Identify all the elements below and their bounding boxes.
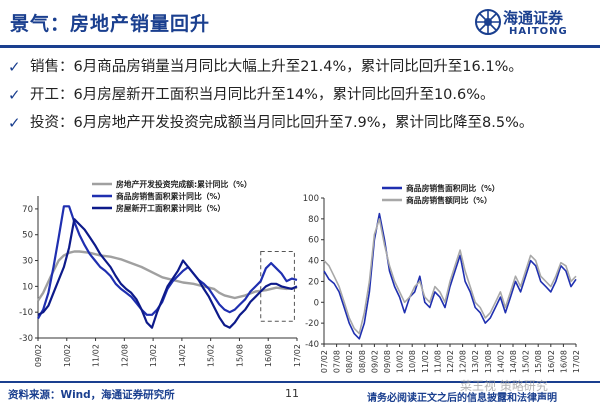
x-tick-label: 17/02 — [572, 350, 581, 373]
y-tick-label: 40 — [308, 257, 319, 267]
x-tick-label: 08/08 — [358, 350, 367, 373]
series-line-2 — [323, 218, 577, 335]
x-tick-label: 16/08 — [559, 350, 568, 373]
y-tick-label: -10 — [19, 308, 33, 318]
x-tick-label: 15/08 — [534, 350, 543, 373]
source-note: 资料来源：Wind，海通证券研究所 — [8, 389, 175, 401]
legend-label: 房地产开发投资完成额:累计同比（%） — [116, 179, 252, 189]
y-tick-label: 50 — [22, 231, 33, 241]
x-tick-label: 12/02 — [446, 350, 455, 373]
x-tick-label: 13/08 — [484, 350, 493, 373]
x-tick-label: 11/02 — [421, 350, 430, 373]
x-tick-label: 07/08 — [333, 350, 342, 373]
y-tick-label: 0 — [314, 298, 319, 308]
x-tick-label: 15/02 — [207, 344, 216, 367]
check-icon: ✓ — [8, 86, 21, 104]
bullet-starts: ✓ 开工：6月房屋新开工面积当月同比升至14%，累计同比回升至10.6%。 — [8, 86, 593, 105]
left-line-chart: -30 -10 10 30 50 70 09/02 10/02 11/02 12/08 13/02 1… — [19, 179, 302, 367]
y-tick-label: 60 — [308, 236, 319, 246]
y-tick-label: -20 — [305, 319, 319, 329]
y-tick-label: -40 — [305, 340, 319, 350]
footer-divider — [0, 381, 600, 383]
legend-label: 商品房销售面积同比（%） — [406, 183, 500, 193]
bullet-list: ✓ 销售：6月商品房销量当月同比大幅上升至21.4%，累计同比回升至16.1%。… — [8, 58, 593, 142]
logo-chinese-text: 海通证券 — [503, 9, 564, 27]
highlight-box — [260, 251, 295, 322]
x-tick-label: 15/02 — [522, 350, 531, 373]
x-tick-label: 09/08 — [383, 350, 392, 373]
y-tick-label: -30 — [19, 334, 33, 344]
haitong-logo: 海通证券 HAITONG — [475, 4, 595, 44]
x-tick-label: 14/02 — [178, 344, 187, 367]
title-divider — [0, 45, 600, 48]
x-tick-label: 10/08 — [408, 350, 417, 373]
x-tick-label: 16/02 — [547, 350, 556, 373]
series-line-1 — [323, 212, 577, 340]
x-tick-label: 09/02 — [34, 344, 43, 367]
series-line-3 — [37, 218, 298, 329]
disclaimer-text: 请务必阅读正文之后的信息披露和法律声明 — [367, 393, 557, 404]
bullet-text: 销售：6月商品房销量当月同比大幅上升至21.4%，累计同比回升至16.1%。 — [30, 59, 523, 75]
page-title: 景气：房地产销量回升 — [10, 13, 211, 35]
y-tick-label: 10 — [22, 282, 33, 292]
bullet-text: 开工：6月房屋新开工面积当月同比升至14%，累计同比回升至10.6%。 — [30, 87, 495, 103]
page-number: 11 — [285, 387, 299, 400]
bullet-text: 投资：6月房地产开发投资完成额当月同比回升至7.9%，累计同比降至8.5%。 — [30, 115, 534, 131]
x-tick-label: 12/08 — [120, 344, 129, 367]
x-tick-label: 10/02 — [396, 350, 405, 373]
logo-english-text: HAITONG — [509, 26, 568, 37]
legend-label: 商品房销售面积累计同比（%） — [116, 191, 225, 201]
check-icon: ✓ — [8, 114, 21, 132]
check-icon: ✓ — [8, 58, 21, 76]
x-tick-label: 12/08 — [459, 350, 468, 373]
x-tick-label: 11/02 — [92, 344, 101, 367]
y-tick-label: 30 — [22, 257, 33, 267]
x-tick-label: 14/02 — [496, 350, 505, 373]
bullet-sales: ✓ 销售：6月商品房销量当月同比大幅上升至21.4%，累计同比回升至16.1%。 — [8, 58, 593, 77]
haitong-emblem-icon — [475, 9, 501, 35]
x-tick-label: 08/02 — [345, 350, 354, 373]
x-tick-label: 13/02 — [149, 344, 158, 367]
legend-label: 房屋新开工面积累计同比（%） — [116, 203, 225, 213]
y-tick-label: 100 — [303, 194, 319, 204]
x-tick-label: 15/08 — [235, 344, 244, 367]
x-tick-label: 09/02 — [370, 350, 379, 373]
bullet-investment: ✓ 投资：6月房地产开发投资完成额当月同比回升至7.9%，累计同比降至8.5%。 — [8, 114, 593, 133]
x-tick-label: 11/08 — [433, 350, 442, 373]
x-tick-label: 07/02 — [320, 350, 329, 373]
x-tick-label: 10/02 — [63, 344, 72, 367]
legend-label: 商品房销售额同比（%） — [406, 195, 492, 205]
x-tick-label: 17/02 — [293, 344, 302, 367]
x-tick-label: 13/02 — [471, 350, 480, 373]
y-tick-label: 20 — [308, 277, 319, 287]
series-line-1 — [37, 250, 298, 302]
y-tick-label: 70 — [22, 205, 33, 215]
x-tick-label: 16/08 — [264, 344, 273, 367]
x-tick-label: 14/08 — [509, 350, 518, 373]
watermark-text: 菜王视 策略研究 — [460, 379, 548, 393]
y-tick-label: 80 — [308, 215, 319, 225]
